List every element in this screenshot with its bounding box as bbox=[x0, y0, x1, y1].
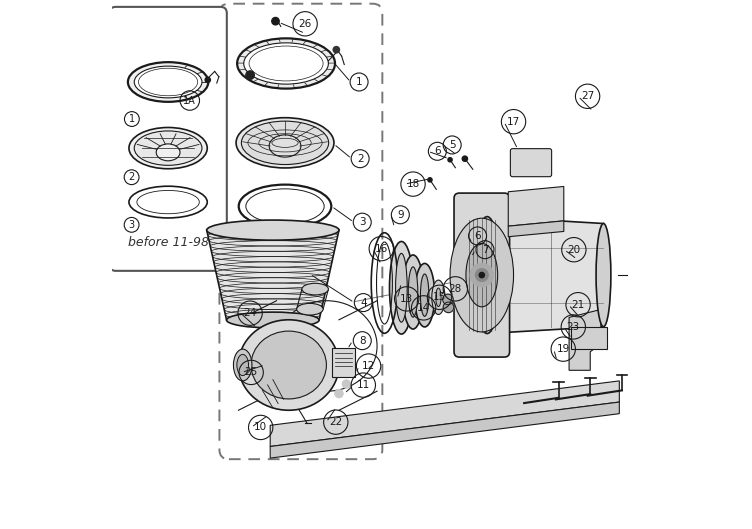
Ellipse shape bbox=[396, 253, 408, 322]
Ellipse shape bbox=[435, 288, 441, 306]
Text: 11: 11 bbox=[356, 380, 370, 390]
Ellipse shape bbox=[432, 280, 445, 314]
FancyBboxPatch shape bbox=[571, 327, 607, 349]
Text: 5: 5 bbox=[449, 140, 456, 150]
Text: 1A: 1A bbox=[183, 96, 196, 105]
Text: 10: 10 bbox=[254, 423, 267, 432]
Text: 28: 28 bbox=[449, 284, 462, 294]
Text: 12: 12 bbox=[362, 361, 375, 371]
Ellipse shape bbox=[233, 349, 252, 381]
Text: 2: 2 bbox=[129, 172, 135, 182]
Ellipse shape bbox=[269, 135, 301, 157]
Circle shape bbox=[448, 158, 452, 162]
Ellipse shape bbox=[237, 354, 248, 376]
Polygon shape bbox=[508, 221, 564, 237]
Circle shape bbox=[443, 294, 453, 305]
Circle shape bbox=[271, 17, 279, 25]
Ellipse shape bbox=[302, 284, 329, 295]
Text: 23: 23 bbox=[567, 322, 580, 332]
FancyBboxPatch shape bbox=[109, 7, 227, 271]
Text: 9: 9 bbox=[397, 210, 404, 220]
Polygon shape bbox=[207, 230, 339, 320]
Ellipse shape bbox=[135, 66, 202, 98]
Ellipse shape bbox=[251, 331, 326, 399]
Ellipse shape bbox=[402, 255, 423, 329]
Ellipse shape bbox=[296, 303, 323, 315]
Ellipse shape bbox=[414, 263, 435, 327]
Text: 20: 20 bbox=[567, 245, 581, 254]
FancyBboxPatch shape bbox=[332, 348, 355, 377]
Ellipse shape bbox=[156, 144, 180, 161]
Ellipse shape bbox=[466, 243, 498, 307]
Circle shape bbox=[462, 156, 468, 161]
Ellipse shape bbox=[236, 117, 334, 168]
FancyBboxPatch shape bbox=[454, 193, 510, 357]
Text: 15: 15 bbox=[433, 293, 446, 302]
Ellipse shape bbox=[226, 312, 319, 328]
Circle shape bbox=[205, 77, 211, 83]
Ellipse shape bbox=[129, 127, 208, 169]
Ellipse shape bbox=[450, 218, 514, 332]
Text: 16: 16 bbox=[374, 244, 388, 253]
Ellipse shape bbox=[135, 131, 202, 165]
Text: 3: 3 bbox=[129, 220, 135, 230]
Ellipse shape bbox=[244, 43, 329, 84]
Ellipse shape bbox=[207, 220, 339, 240]
Text: 25: 25 bbox=[244, 368, 258, 377]
Text: 14: 14 bbox=[417, 303, 430, 313]
Circle shape bbox=[428, 178, 432, 182]
Text: 1: 1 bbox=[129, 114, 135, 124]
Text: 22: 22 bbox=[329, 417, 342, 427]
Circle shape bbox=[333, 47, 339, 53]
Ellipse shape bbox=[238, 320, 339, 411]
Text: 4: 4 bbox=[360, 298, 367, 307]
Text: 26: 26 bbox=[299, 19, 312, 29]
Text: 2: 2 bbox=[356, 154, 363, 163]
Ellipse shape bbox=[241, 121, 329, 165]
Circle shape bbox=[443, 302, 453, 313]
Ellipse shape bbox=[420, 274, 429, 316]
Polygon shape bbox=[569, 309, 601, 370]
Ellipse shape bbox=[128, 62, 208, 102]
Circle shape bbox=[342, 380, 350, 388]
Circle shape bbox=[479, 272, 484, 278]
Circle shape bbox=[475, 269, 488, 281]
Text: 21: 21 bbox=[572, 300, 585, 309]
Text: before 11-98: before 11-98 bbox=[128, 236, 208, 249]
Text: 13: 13 bbox=[400, 294, 414, 304]
Text: 27: 27 bbox=[581, 92, 594, 101]
Polygon shape bbox=[508, 187, 564, 226]
Circle shape bbox=[335, 389, 343, 398]
Ellipse shape bbox=[474, 217, 500, 334]
Circle shape bbox=[246, 71, 254, 79]
Polygon shape bbox=[270, 402, 620, 458]
Text: 8: 8 bbox=[359, 336, 365, 345]
Text: 3: 3 bbox=[359, 217, 365, 227]
FancyBboxPatch shape bbox=[511, 149, 552, 177]
Polygon shape bbox=[487, 217, 603, 334]
Text: 17: 17 bbox=[507, 117, 520, 126]
Ellipse shape bbox=[390, 241, 414, 334]
Ellipse shape bbox=[596, 223, 611, 327]
Text: 6: 6 bbox=[434, 147, 441, 156]
Text: 18: 18 bbox=[406, 179, 420, 189]
Text: 7: 7 bbox=[482, 245, 488, 254]
Circle shape bbox=[470, 263, 493, 287]
Text: 19: 19 bbox=[556, 344, 570, 354]
Text: 6: 6 bbox=[475, 231, 481, 241]
Ellipse shape bbox=[408, 267, 418, 317]
Ellipse shape bbox=[237, 38, 335, 88]
Text: 1: 1 bbox=[356, 77, 362, 87]
Polygon shape bbox=[270, 381, 620, 446]
Text: 24: 24 bbox=[244, 308, 256, 318]
